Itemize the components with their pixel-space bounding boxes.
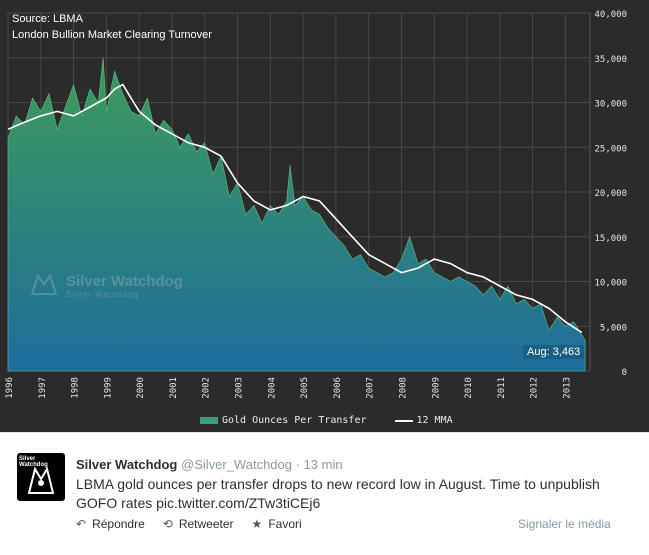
y-tick-label: 15,000 [594,234,627,244]
y-tick-label: 5,000 [600,323,627,333]
retweet-label: Retweeter [178,517,234,531]
x-tick-label: 2008 [398,377,408,399]
y-tick-label: 10,000 [594,279,627,289]
star-icon: ★ [251,517,263,531]
favorite-button[interactable]: ★ Favori [252,517,302,531]
avatar[interactable]: Silver Watchdog [17,453,65,501]
y-tick-label: 20,000 [594,189,627,199]
x-tick-label: 2001 [169,377,179,399]
author-handle[interactable]: @Silver_Watchdog [181,457,292,472]
legend: Gold Ounces Per Transfer 12 MMA [200,415,453,426]
author-name[interactable]: Silver Watchdog [76,457,178,472]
reply-label: Répondre [92,517,145,531]
x-tick-label: 1999 [103,377,113,399]
reply-button[interactable]: ↶ Répondre [76,517,145,531]
legend-item-line: 12 MMA [394,415,453,426]
x-tick-label: 2010 [464,377,474,399]
x-axis: 1996 1997 1998 1999 2000 2001 2002 2003 2004 2005… [5,377,572,399]
tweet-actions: ↶ Répondre ⟲ Retweeter ★ Favori [76,517,302,531]
tweet-card: Silver Watchdog Silver Watchdog @Silver_… [0,432,649,555]
chart-subtitle: London Bullion Market Clearing Turnover [12,29,212,41]
x-tick-label: 2004 [267,377,277,399]
chart-source: Source: LBMA [12,13,83,25]
x-tick-label: 2003 [235,377,245,399]
tweet-header: Silver Watchdog @Silver_Watchdog · 13 mi… [76,457,343,472]
favorite-label: Favori [268,517,302,531]
chart-panel: 0 5,000 10,000 15,000 20,000 25,000 30,000 35,0… [0,0,649,432]
dog-head-icon [30,273,58,295]
dog-avatar-icon [27,466,55,494]
y-tick-label: 35,000 [594,55,627,65]
x-tick-label: 1997 [38,377,48,399]
retweet-icon: ⟲ [162,517,173,531]
x-tick-label: 2007 [366,377,376,399]
x-tick-label: 2011 [497,377,507,399]
report-media-link[interactable]: Signaler le média [518,517,611,531]
area-series-group [7,57,586,372]
y-tick-label: 25,000 [594,144,627,154]
mma-series-group [7,83,583,334]
avatar-label: Silver Watchdog [19,456,48,468]
chart-svg: 0 5,000 10,000 15,000 20,000 25,000 30,000 35,0… [5,10,627,399]
reply-icon: ↶ [76,517,87,531]
legend-swatch-bars [200,417,218,424]
legend-label-bars: Gold Ounces Per Transfer [222,415,367,426]
y-tick-label: 40,000 [594,10,627,20]
x-tick-label: 2005 [300,377,310,399]
legend-swatch-line [394,419,413,422]
watermark-brand: Silver Watchdog [66,273,183,290]
x-tick-label: 2013 [562,377,572,399]
x-tick-label: 1996 [5,377,15,399]
watermark-sub: Silver Watchdog [66,290,139,299]
watermark: Silver Watchdog Silver Watchdog [28,272,183,300]
x-tick-label: 2000 [136,377,146,399]
x-tick-label: 2009 [431,377,441,399]
latest-value-callout: Aug: 3,463 [523,345,585,359]
x-tick-label: 2012 [530,377,540,399]
x-tick-label: 2002 [202,377,212,399]
line-series-12mma [7,83,583,334]
retweet-button[interactable]: ⟲ Retweeter [163,517,234,531]
legend-item-bars: Gold Ounces Per Transfer [200,415,367,426]
x-tick-label: 1998 [71,377,81,399]
tweet-time[interactable]: · 13 min [295,457,343,472]
legend-label-line: 12 MMA [416,415,453,426]
y-tick-label: 30,000 [594,100,627,110]
tweet-text: LBMA gold ounces per transfer drops to n… [76,476,600,511]
area-series-gold-ounces [7,57,586,372]
y-axis: 0 5,000 10,000 15,000 20,000 25,000 30,000 35,0… [594,10,627,378]
y-tick-label: 0 [622,368,627,378]
x-tick-label: 2006 [333,377,343,399]
